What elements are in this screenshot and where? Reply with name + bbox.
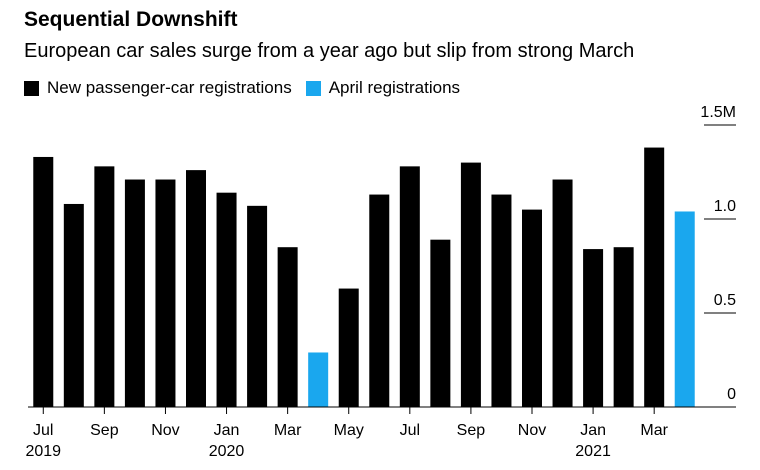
y-tick-label: 0 xyxy=(727,386,736,403)
legend-swatch-registrations xyxy=(24,80,39,96)
bar-jan-2020 xyxy=(216,192,237,407)
bar-dec-2020 xyxy=(552,179,573,407)
bar-apr-2021 xyxy=(674,211,695,407)
legend-swatch-april xyxy=(305,80,321,96)
bar-aug-2019 xyxy=(63,203,84,407)
y-axis-ticks: 0 0.5 1.0 1.5M xyxy=(700,104,736,403)
x-tick-label: Sep xyxy=(90,422,119,439)
x-tick-label: Sep xyxy=(457,422,486,439)
legend: New passenger-car registrations April re… xyxy=(24,78,474,98)
bar-feb-2021 xyxy=(613,247,634,407)
chart-subtitle: European car sales surge from a year ago… xyxy=(24,40,635,62)
bar-oct-2020 xyxy=(491,194,512,407)
legend-item-april: April registrations xyxy=(305,78,461,98)
bar-jan-2021 xyxy=(583,249,604,407)
bar-feb-2020 xyxy=(247,205,268,407)
legend-item-registrations: New passenger-car registrations xyxy=(24,78,292,98)
x-tick-label: Jan xyxy=(214,422,240,439)
x-tick-year-label: 2020 xyxy=(209,443,245,460)
bar-jun-2020 xyxy=(369,194,390,407)
bar-sep-2020 xyxy=(460,162,481,407)
legend-label-april: April registrations xyxy=(328,78,461,97)
x-tick-label: May xyxy=(334,422,364,439)
x-tick-year-label: 2019 xyxy=(25,443,61,460)
y-tick-label: 1.5M xyxy=(700,104,736,121)
bar-jul-2019 xyxy=(33,156,54,407)
x-tick-label: Mar xyxy=(640,422,668,439)
bar-sep-2019 xyxy=(94,166,115,407)
legend-label-registrations: New passenger-car registrations xyxy=(47,78,292,97)
x-tick-label: Mar xyxy=(274,422,302,439)
x-tick-label: Jan xyxy=(580,422,606,439)
bar-mar-2021 xyxy=(644,147,665,407)
chart-title: Sequential Downshift xyxy=(24,8,238,31)
bar-jul-2020 xyxy=(399,166,420,407)
bar-dec-2019 xyxy=(186,170,206,407)
x-tick-year-label: 2021 xyxy=(575,443,611,460)
bar-nov-2019 xyxy=(155,179,176,407)
x-axis-ticks: Jul 2019 Sep Nov Jan 2020 Mar May Jul Sep Nov Jan 20… xyxy=(25,407,669,460)
bars xyxy=(33,147,695,407)
bar-mar-2020 xyxy=(277,247,298,407)
y-tick-label: 0.5 xyxy=(714,292,736,309)
x-tick-label: Nov xyxy=(518,422,546,439)
y-gridlines xyxy=(704,124,736,314)
x-tick-label: Jul xyxy=(33,422,53,439)
bar-nov-2020 xyxy=(522,209,542,407)
x-tick-label: Jul xyxy=(400,422,420,439)
bar-apr-2020 xyxy=(308,352,329,407)
bar-oct-2019 xyxy=(124,179,145,407)
y-tick-label: 1.0 xyxy=(714,198,736,215)
bar-aug-2020 xyxy=(430,239,451,407)
x-tick-label: Nov xyxy=(151,422,179,439)
bar-may-2020 xyxy=(338,288,359,407)
